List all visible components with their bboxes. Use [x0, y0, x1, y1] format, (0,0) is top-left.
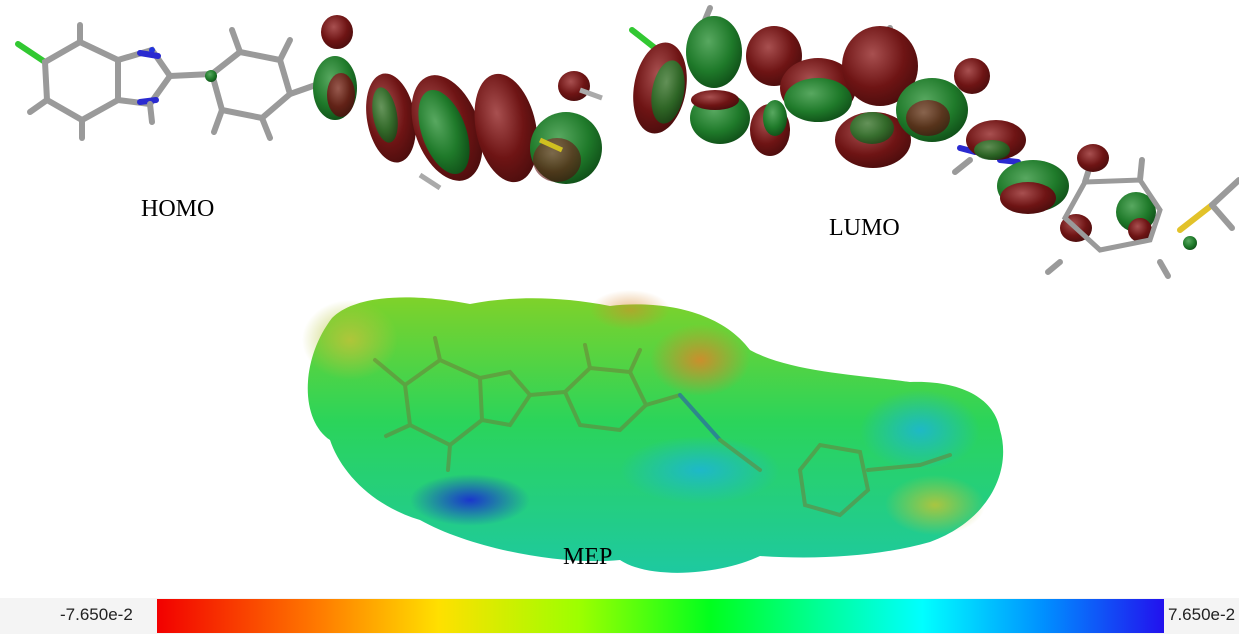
homo-molecule	[18, 25, 330, 138]
homo-orbital-lobes	[205, 15, 602, 191]
scale-max-label: 7.650e-2	[1168, 604, 1235, 626]
mep-surface	[302, 290, 1003, 573]
mep-label: MEP	[563, 545, 612, 569]
color-scale-gradient	[157, 599, 1164, 633]
lumo-orbital-lobes	[626, 16, 1197, 250]
lumo-label: LUMO	[829, 216, 900, 240]
scale-min-label: -7.650e-2	[60, 604, 133, 626]
homo-label: HOMO	[141, 197, 214, 221]
